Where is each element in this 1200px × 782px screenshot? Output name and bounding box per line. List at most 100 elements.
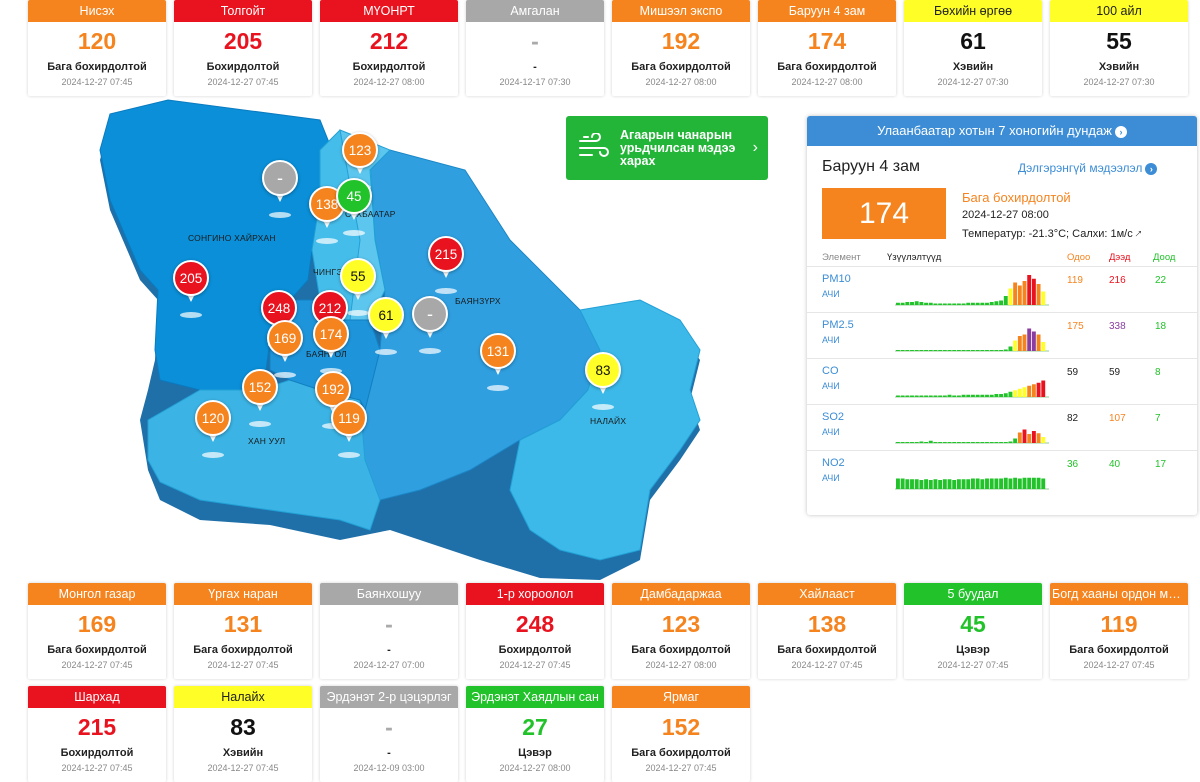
station-card-name: Ярмаг (612, 686, 750, 708)
station-card[interactable]: Нисэх 120 Бага бохирдолтой 2024-12-27 07:45 (28, 0, 166, 96)
sparkline-bar (1022, 429, 1027, 443)
sparkline-bar (1008, 478, 1013, 489)
sparkline-bar (900, 395, 905, 397)
sparkline-bar (966, 479, 971, 489)
map-marker[interactable]: 61 (368, 297, 408, 367)
map-marker[interactable]: 169 (267, 320, 307, 390)
sparkline-bar (928, 440, 933, 443)
station-card[interactable]: Бөхийн өргөө 61 Хэвийн 2024-12-27 07:30 (904, 0, 1042, 96)
station-card[interactable]: Баянхошуу - - 2024-12-27 07:00 (320, 583, 458, 679)
sparkline-bar (985, 442, 989, 443)
map-marker[interactable]: 83 (585, 352, 625, 422)
sparkline-bar (947, 479, 952, 489)
forecast-button[interactable]: Агаарын чанарын урьдчилсан мэдээ харах › (566, 116, 768, 180)
station-card[interactable]: 5 буудал 45 Цэвэр 2024-12-27 07:45 (904, 583, 1042, 679)
pollutant-name[interactable]: CO (822, 365, 839, 377)
map-marker[interactable]: - (412, 296, 452, 366)
map-marker[interactable]: 119 (331, 400, 371, 470)
sparkline-bar (994, 350, 999, 351)
sparkline-bar (999, 442, 1004, 443)
pollutant-name[interactable]: NO2 (822, 457, 845, 469)
station-card-time: 2024-12-17 07:30 (499, 77, 571, 87)
station-card[interactable]: Богд хааны ордон музей 119 Бага бохирдолто… (1050, 583, 1188, 679)
station-card-aqi: 212 (369, 28, 409, 54)
station-card-aqi: 123 (661, 611, 701, 637)
sparkline-bar (956, 479, 961, 489)
map-marker[interactable]: 45 (336, 178, 376, 248)
sparkline-bar (980, 394, 985, 397)
sparkline-bar (1031, 477, 1036, 489)
sparkline-bar (905, 442, 910, 443)
map-marker[interactable]: 205 (173, 260, 213, 330)
map-marker[interactable]: 215 (428, 236, 468, 306)
map-marker[interactable]: 152 (242, 369, 282, 439)
sparkline-bar (952, 303, 957, 305)
station-card-time: 2024-12-27 07:45 (207, 660, 279, 670)
station-card[interactable]: Баруун 4 зам 174 Бага бохирдолтой 2024-12-2… (758, 0, 896, 96)
station-card[interactable]: Ярмаг 152 Бага бохирдолтой 2024-12-27 07:45 (612, 686, 750, 782)
sparkline-bar (919, 480, 924, 489)
pollutant-max: 216 (1109, 275, 1126, 286)
pollutant-name[interactable]: PM2.5 (822, 319, 854, 331)
pollutant-max: 40 (1109, 459, 1121, 470)
station-card[interactable]: Үргах наран 131 Бага бохирдолтой 2024-12-27… (174, 583, 312, 679)
sparkline-bar (933, 350, 938, 351)
sparkline-bar (1031, 384, 1036, 397)
sparkline-bar (1017, 388, 1022, 397)
station-card-aqi: 215 (77, 714, 117, 740)
pollutant-now: 82 (1067, 413, 1079, 424)
station-card[interactable]: МҮОНРТ 212 Бохирдолтой 2024-12-27 08:00 (320, 0, 458, 96)
sparkline-bar (1036, 433, 1041, 443)
sparkline-bar (896, 478, 900, 489)
station-card-time: 2024-12-27 08:00 (499, 763, 571, 773)
station-card-time: 2024-12-27 07:45 (791, 660, 863, 670)
pollutant-row: PM10 АЧИ 119 216 22 (807, 266, 1197, 312)
sparkline-bar (1022, 334, 1027, 351)
station-card-time: 2024-12-27 08:00 (645, 660, 717, 670)
station-card[interactable]: Монгол газар 169 Бага бохирдолтой 2024-12-2… (28, 583, 166, 679)
station-card-aqi: 119 (1100, 611, 1138, 637)
station-card[interactable]: Амгалан - - 2024-12-17 07:30 (466, 0, 604, 96)
sparkline-bar (971, 350, 975, 351)
weekly-average-header[interactable]: Улаанбаатар хотын 7 хоногийн дундаж › (807, 116, 1197, 146)
station-card-level: Бага бохирдолтой (193, 644, 293, 656)
map-marker[interactable]: - (262, 160, 302, 230)
station-card-level: Бохирдолтой (352, 61, 426, 73)
map-marker[interactable]: 120 (195, 400, 235, 470)
station-card-time: 2024-12-27 07:00 (353, 660, 425, 670)
station-card[interactable]: Эрдэнэт Хаядлын сан 27 Цэвэр 2024-12-27 08:… (466, 686, 604, 782)
map-marker[interactable]: 174 (313, 316, 353, 386)
station-card-level: Бага бохирдолтой (631, 61, 731, 73)
more-info-link[interactable]: Дэлгэрэнгүй мэдээлэл › (1018, 161, 1158, 175)
sparkline-bar (928, 480, 933, 489)
district-label-songino-khairkhan: СОНГИНО ХАЙРХАН (188, 233, 276, 243)
station-card-name: Нисэх (28, 0, 166, 22)
station-card[interactable]: Шархад 215 Бохирдолтой 2024-12-27 07:45 (28, 686, 166, 782)
pollutant-name[interactable]: PM10 (822, 273, 851, 285)
sparkline-bar (900, 478, 905, 489)
station-card-name: Эрдэнэт Хаядлын сан (466, 686, 604, 708)
station-card-name: Дамбадаржаа (612, 583, 750, 605)
district-nalaikh[interactable] (509, 299, 701, 561)
station-card-name: Мишээл экспо (612, 0, 750, 22)
station-card[interactable]: Толгойт 205 Бохирдолтой 2024-12-27 07:45 (174, 0, 312, 96)
map-marker[interactable]: 55 (340, 258, 380, 328)
sparkline-bar (980, 350, 985, 351)
map-marker[interactable]: 131 (480, 333, 520, 403)
pollutant-name[interactable]: SO2 (822, 411, 845, 423)
station-card-time: 2024-12-27 07:45 (499, 660, 571, 670)
station-card[interactable]: Налайх 83 Хэвийн 2024-12-27 07:45 (174, 686, 312, 782)
station-card[interactable]: Мишээл экспо 192 Бага бохирдолтой 2024-12-2… (612, 0, 750, 96)
marker-value: 169 (267, 320, 303, 356)
station-card-level: Цэвэр (956, 644, 990, 656)
station-card[interactable]: Хайлааст 138 Бага бохирдолтой 2024-12-27 07… (758, 583, 896, 679)
station-card-time: 2024-12-27 07:45 (207, 77, 279, 87)
station-card[interactable]: 100 айл 55 Хэвийн 2024-12-27 07:30 (1050, 0, 1188, 96)
station-card-level: Бага бохирдолтой (47, 61, 147, 73)
district-bayanzurkh[interactable] (359, 149, 601, 501)
station-card[interactable]: Эрдэнэт 2-р цэцэрлэг - - 2024-12-09 03:00 (320, 686, 458, 782)
marker-value: - (412, 296, 448, 332)
station-card-name: Монгол газар (28, 583, 166, 605)
station-card[interactable]: 1-р хороолол 248 Бохирдолтой 2024-12-27 07:… (466, 583, 604, 679)
station-card[interactable]: Дамбадаржаа 123 Бага бохирдолтой 2024-12-27… (612, 583, 750, 679)
